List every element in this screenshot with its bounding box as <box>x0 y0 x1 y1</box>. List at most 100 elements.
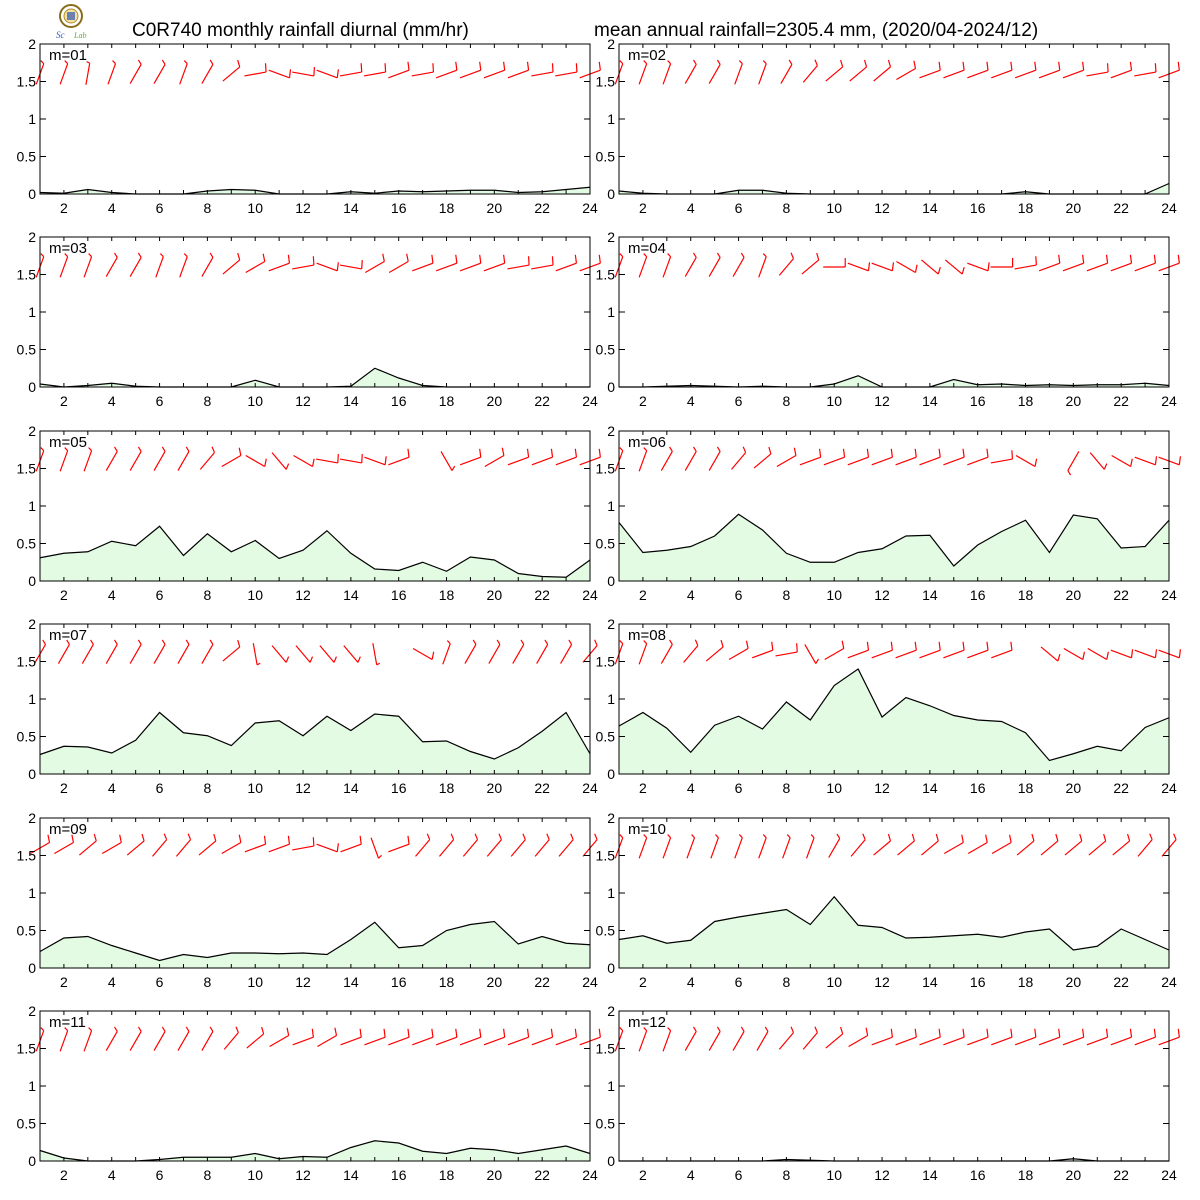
wind-barb <box>1134 71 1157 77</box>
rain-area <box>619 669 1169 774</box>
x-tick-label: 16 <box>391 780 407 796</box>
wind-barb-feather <box>209 59 214 65</box>
x-tick-label: 16 <box>391 974 407 990</box>
wind-barb-feather <box>113 1026 118 1032</box>
wind-barb <box>799 456 821 466</box>
x-tick-label: 6 <box>735 587 743 603</box>
wind-barb <box>531 1036 553 1046</box>
wind-barb <box>919 69 941 79</box>
panel-label: m=01 <box>49 47 87 64</box>
wind-barb-feather <box>1010 61 1013 71</box>
wind-barb <box>967 841 988 855</box>
wind-barb-feather <box>407 835 410 845</box>
y-tick-label: 0.5 <box>17 149 37 165</box>
wind-barb <box>728 647 749 661</box>
wind-barb <box>488 644 501 664</box>
wind-barb-feather <box>64 1027 69 1032</box>
x-tick-label: 20 <box>487 780 503 796</box>
wind-barb-feather <box>88 447 93 452</box>
wind-barb-feather <box>1011 450 1014 460</box>
wind-barb-feather <box>426 833 431 840</box>
wind-barb-feather <box>337 454 339 463</box>
wind-barb <box>415 839 431 857</box>
wind-barb-feather <box>238 834 242 843</box>
wind-barb <box>245 260 266 274</box>
wind-barb <box>895 456 917 466</box>
wind-barb-feather <box>183 60 188 65</box>
wind-barb <box>153 64 166 84</box>
wind-barb <box>708 257 721 277</box>
wind-barb-feather <box>71 834 75 843</box>
wind-barb-feather <box>1055 833 1059 842</box>
y-tick-label: 1.5 <box>596 74 616 90</box>
rain-area <box>40 712 590 774</box>
panel-m-10: 00.511.522 4 6 8 10 12 14 16 18 20 22 24m=10 <box>596 810 1177 990</box>
wind-barb-feather <box>771 641 774 651</box>
wind-barb-feather <box>86 61 91 64</box>
wind-barb-feather <box>720 639 724 648</box>
x-tick-label: 14 <box>343 1167 359 1183</box>
wind-barb-feather <box>793 447 797 456</box>
wind-barb-feather <box>286 1027 290 1036</box>
wind-barb-feather <box>938 641 941 651</box>
wind-barb <box>638 643 648 665</box>
wind-barb <box>198 840 217 856</box>
wind-barb <box>684 1031 697 1051</box>
wind-barb <box>776 454 797 468</box>
y-tick-label: 2 <box>607 36 615 52</box>
x-tick-label: 16 <box>970 200 986 216</box>
x-tick-label: 10 <box>826 587 842 603</box>
wind-barb-feather <box>42 639 47 645</box>
wind-barb-feather <box>137 1026 142 1032</box>
x-tick-label: 18 <box>439 780 455 796</box>
wind-barb-feather <box>1082 1028 1085 1038</box>
wind-barb-feather <box>312 256 315 266</box>
y-tick-label: 2 <box>28 229 36 245</box>
x-tick-label: 24 <box>582 780 598 796</box>
wind-barb-feather <box>1103 833 1107 842</box>
wind-barb <box>246 1033 265 1049</box>
wind-barb <box>292 845 314 851</box>
wind-barb <box>871 649 893 659</box>
wind-barb-feather <box>1178 456 1182 465</box>
wind-barb-feather <box>1105 1028 1109 1038</box>
wind-barb-feather <box>1058 254 1061 264</box>
panel-m-08: 00.511.522 4 6 8 10 12 14 16 18 20 22 24m=08 <box>596 616 1182 796</box>
wind-barb <box>780 64 793 84</box>
panel-m-12: 00.511.522 4 6 8 10 12 14 16 18 20 22 24m=12 <box>596 1003 1180 1183</box>
svg-text:Lab: Lab <box>73 31 86 40</box>
wind-barb <box>895 649 917 659</box>
wind-barb-feather <box>643 253 648 258</box>
y-tick-label: 1.5 <box>17 848 37 864</box>
wind-barb <box>536 644 549 664</box>
wind-barb <box>364 456 386 466</box>
x-tick-label: 2 <box>60 780 68 796</box>
wind-barb-feather <box>796 643 798 653</box>
x-tick-label: 10 <box>826 200 842 216</box>
y-tick-label: 0 <box>607 960 615 976</box>
wind-barb-feather <box>40 1027 45 1032</box>
x-tick-label: 10 <box>826 393 842 409</box>
x-tick-label: 10 <box>247 1167 263 1183</box>
wind-barb-feather <box>692 59 697 65</box>
wind-barb-feather <box>64 253 69 258</box>
x-tick-label: 4 <box>687 780 695 796</box>
wind-barb-feather <box>643 1027 648 1032</box>
wind-barb <box>967 456 989 466</box>
y-tick-label: 0 <box>28 379 36 395</box>
wind-barb-feather <box>1035 256 1037 266</box>
wind-barb-feather <box>40 60 45 65</box>
wind-barb-feather <box>479 254 482 264</box>
x-tick-label: 14 <box>922 393 938 409</box>
wind-barb <box>59 63 69 85</box>
plot-frame <box>618 1010 1170 1162</box>
wind-barb <box>59 450 69 472</box>
wind-barb <box>991 649 1013 659</box>
x-tick-label: 14 <box>922 200 938 216</box>
wind-barb <box>1040 840 1059 856</box>
x-tick-label: 20 <box>1066 587 1082 603</box>
wind-barb-feather <box>263 835 267 845</box>
rain-area <box>619 375 1169 387</box>
wind-barb <box>990 458 1013 464</box>
wind-barb-feather <box>667 1027 672 1032</box>
